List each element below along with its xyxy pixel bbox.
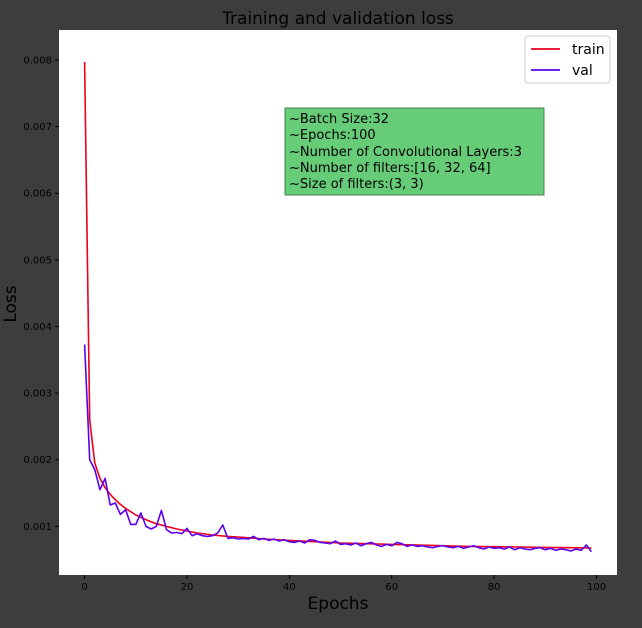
x-tick-label: 0 [81, 582, 87, 593]
annotation-box [284, 107, 545, 196]
y-tick-label: 0.004 [23, 322, 52, 333]
annotation-line-conv-layers: ~Number of Convolutional Layers:3 [289, 145, 522, 160]
legend-val-label: val [572, 63, 593, 79]
series-lines [83, 61, 593, 553]
x-axis-ticks: 0 20 40 60 80 100 [81, 575, 606, 593]
y-tick-label: 0.008 [23, 55, 52, 66]
annotation-line-filters: ~Number of filters:[16, 32, 64] [289, 161, 491, 176]
x-tick-label: 80 [488, 582, 501, 593]
y-tick-label: 0.003 [23, 389, 52, 400]
annotation-line-filter-size: ~Size of filters:(3, 3) [289, 177, 424, 192]
annotation-line-epochs: ~Epochs:100 [289, 128, 376, 143]
series-line-val [83, 344, 593, 553]
chart-title: Training and validation loss [221, 9, 454, 29]
x-axis-label: Epochs [308, 594, 369, 614]
y-tick-label: 0.002 [23, 455, 52, 466]
x-tick-label: 100 [587, 582, 606, 593]
x-tick-label: 60 [385, 582, 398, 593]
legend-train-label: train [572, 42, 605, 58]
y-tick-label: 0.005 [23, 255, 52, 266]
legend: train val [524, 35, 611, 84]
annotation-line-batch-size: ~Batch Size:32 [289, 112, 389, 127]
hyperparameter-annotation: ~Batch Size:32 ~Epochs:100 ~Number of Co… [284, 107, 545, 196]
y-tick-label: 0.007 [23, 122, 52, 133]
legend-box [524, 35, 611, 84]
x-tick-label: 20 [181, 582, 194, 593]
series-line-train [83, 61, 592, 549]
y-axis-ticks: 0.001 0.002 0.003 0.004 0.005 0.006 0.007 0.008 [23, 55, 59, 533]
y-tick-label: 0.006 [23, 189, 52, 200]
y-axis-label: Loss [1, 285, 21, 322]
x-tick-label: 40 [283, 582, 296, 593]
y-tick-label: 0.001 [23, 522, 52, 533]
